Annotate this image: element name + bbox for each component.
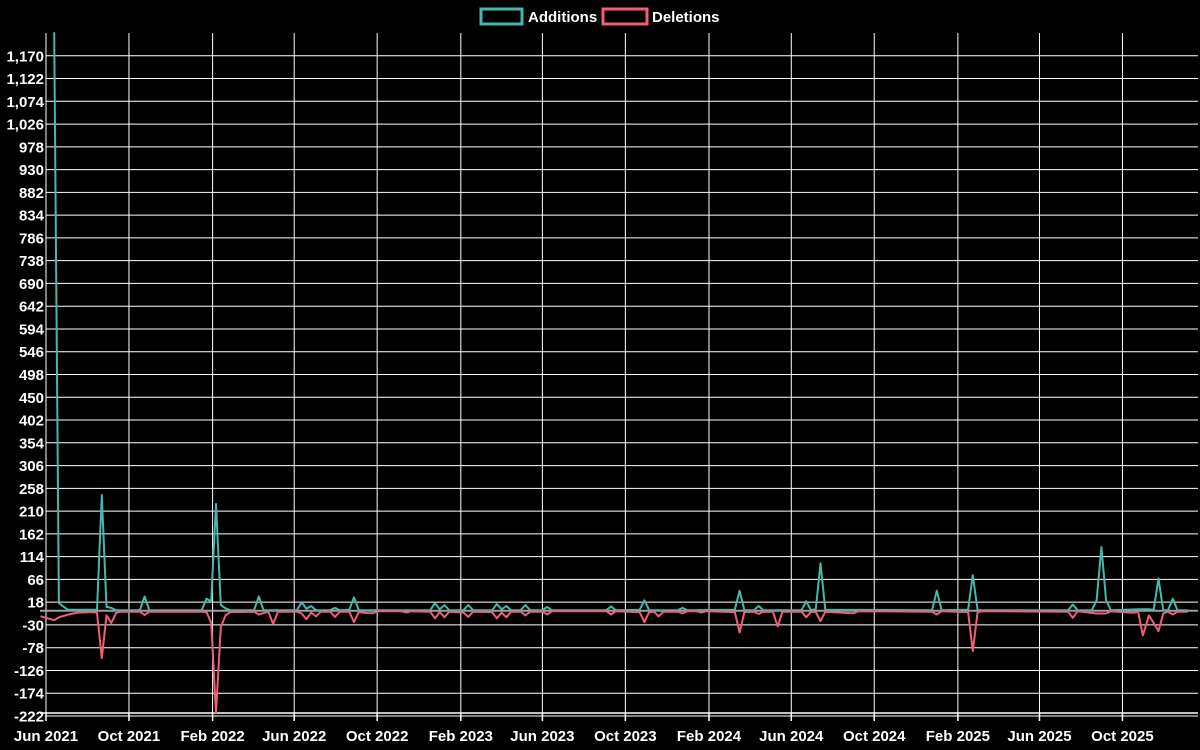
y-tick-label: 930: [19, 162, 44, 179]
legend-label-additions: Additions: [528, 9, 597, 26]
y-tick-label: 882: [19, 185, 44, 202]
x-tick-label: Oct 2022: [346, 728, 409, 745]
y-tick-label: 258: [19, 481, 44, 498]
y-tick-label: 594: [19, 321, 45, 338]
y-tick-label: 738: [19, 253, 44, 270]
x-tick-label: Jun 2025: [1007, 728, 1071, 745]
label-layer: -222 -174 -126 -78 -30 18 66 114 162 210 258 306 354…: [6, 48, 1153, 745]
y-tick-label: -30: [22, 617, 44, 634]
y-tick-label: 546: [19, 344, 44, 361]
y-tick-label: 450: [19, 390, 44, 407]
y-tick-label: 498: [19, 367, 44, 384]
x-tick-label: Jun 2022: [262, 728, 326, 745]
y-tick-label: 162: [19, 526, 44, 543]
x-tick-label: Oct 2023: [594, 728, 657, 745]
x-tick-label: Jun 2023: [510, 728, 574, 745]
y-tick-label: 1,074: [6, 94, 44, 111]
additions-swatch-icon: [479, 7, 524, 26]
x-tick-label: Feb 2024: [677, 728, 742, 745]
y-tick-label: 978: [19, 139, 44, 156]
legend-label-deletions: Deletions: [652, 9, 720, 26]
grid-layer: [45, 33, 1198, 717]
y-tick-label: 642: [19, 299, 44, 316]
y-tick-label: -126: [14, 663, 44, 680]
x-tick-label: Oct 2025: [1091, 728, 1154, 745]
y-tick-label: -78: [22, 640, 44, 657]
y-tick-label: 1,122: [6, 71, 44, 88]
y-tick-label: 354: [19, 435, 45, 452]
y-tick-label: 834: [19, 208, 45, 225]
y-tick-label: 1,170: [6, 48, 44, 65]
x-tick-label: Oct 2021: [98, 728, 161, 745]
x-tick-label: Jun 2024: [759, 728, 824, 745]
y-tick-label: 306: [19, 458, 44, 475]
additions-line: [53, 32, 1188, 612]
x-tick-label: Feb 2025: [926, 728, 990, 745]
y-tick-label: 690: [19, 276, 44, 293]
y-tick-label: 114: [20, 549, 45, 566]
y-tick-label: 66: [27, 572, 44, 589]
x-tick-label: Feb 2023: [429, 728, 493, 745]
y-tick-label: 210: [19, 504, 44, 521]
y-tick-label: 786: [19, 230, 44, 247]
deletions-swatch-icon: [601, 7, 649, 26]
x-tick-label: Jun 2021: [14, 728, 78, 745]
y-tick-label: 18: [27, 595, 44, 612]
legend-item-additions[interactable]: Additions: [479, 7, 597, 26]
legend-item-deletions[interactable]: Deletions: [601, 7, 720, 26]
x-tick-label: Feb 2022: [180, 728, 244, 745]
y-tick-label: -222: [14, 709, 44, 726]
series-layer: [40, 32, 1188, 714]
y-tick-label: 402: [19, 413, 44, 430]
y-tick-label: -174: [14, 686, 45, 703]
legend: Additions Deletions: [479, 7, 720, 26]
x-tick-label: Oct 2024: [843, 728, 906, 745]
deletions-line: [40, 610, 1188, 714]
y-tick-label: 1,026: [6, 117, 44, 134]
